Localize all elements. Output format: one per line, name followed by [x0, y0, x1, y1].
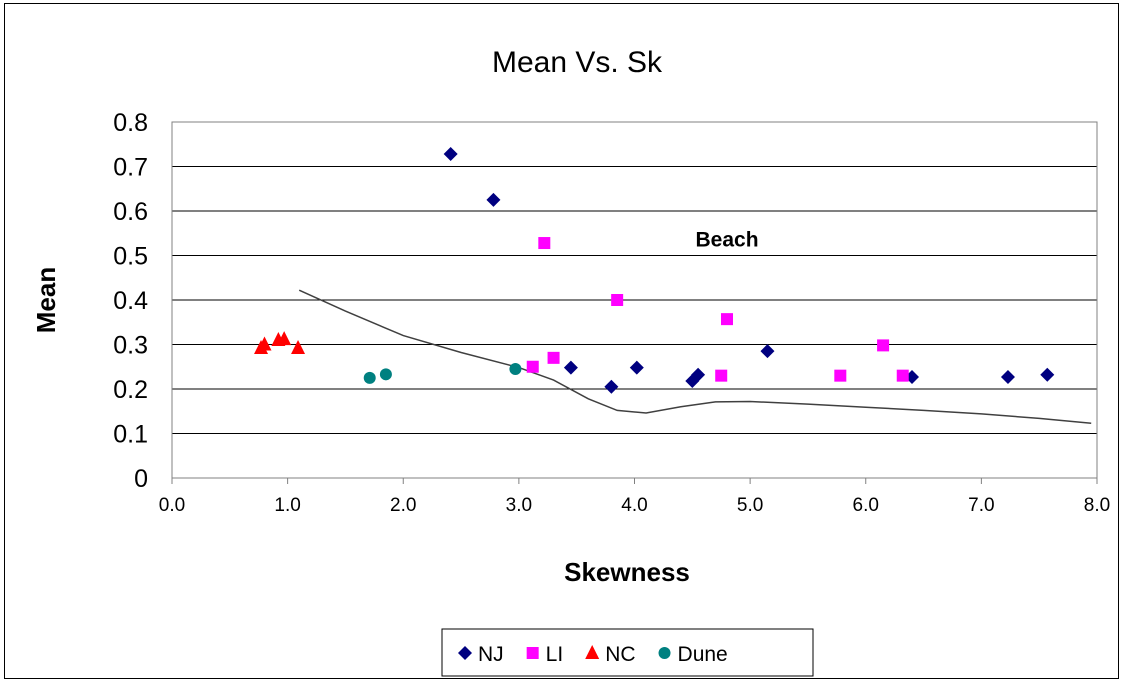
legend-marker-nj — [458, 646, 472, 660]
data-point-dune — [509, 362, 522, 375]
x-axis-ticks: 0.0 1.0 2.0 3.0 4.0 5.0 6.0 7.0 8.0 — [159, 478, 1110, 516]
data-point-nj — [629, 360, 644, 375]
y-axis-title: Mean — [31, 267, 61, 333]
x-axis-title: Skewness — [564, 557, 690, 587]
x-tick-label: 5.0 — [737, 495, 763, 516]
y-tick-label: 0.3 — [113, 332, 148, 360]
data-point-nj — [604, 379, 619, 394]
y-tick-label: 0.8 — [113, 109, 148, 137]
trend-line — [298, 289, 1092, 425]
data-point-nj — [443, 147, 458, 162]
data-point-nc — [257, 336, 272, 351]
data-point-nc — [291, 340, 306, 355]
y-axis-ticks: 0 0.1 0.2 0.3 0.4 0.5 0.6 0.7 0.8 — [113, 109, 148, 493]
y-tick-label: 0.4 — [113, 287, 148, 315]
x-tick-label: 1.0 — [274, 495, 300, 516]
legend-marker-li — [526, 647, 539, 659]
legend-label-nc: NC — [605, 643, 635, 666]
data-point-li — [547, 351, 560, 364]
x-tick-label: 6.0 — [853, 495, 879, 516]
legend-marker-dune — [658, 647, 671, 659]
chart-title: Mean Vs. Sk — [492, 46, 663, 79]
data-point-dune — [363, 371, 376, 384]
x-tick-label: 2.0 — [390, 495, 416, 516]
data-point-nj — [691, 367, 706, 382]
data-point-li — [877, 339, 890, 352]
legend-label-dune: Dune — [678, 643, 728, 666]
data-point-nj — [1040, 367, 1055, 382]
data-point-dune — [379, 368, 392, 381]
annotation-label: Beach — [695, 229, 758, 252]
x-tick-label: 8.0 — [1084, 495, 1110, 516]
legend-marker-nc — [585, 645, 600, 659]
data-point-li — [896, 369, 909, 382]
data-point-li — [721, 313, 733, 326]
data-point-li — [611, 294, 624, 306]
x-tick-label: 3.0 — [506, 495, 532, 516]
legend-box — [441, 628, 814, 677]
x-tick-label: 4.0 — [621, 495, 647, 516]
x-tick-label: 7.0 — [968, 495, 994, 516]
legend-label-nj: NJ — [478, 643, 504, 666]
y-tick-label: 0 — [134, 465, 148, 493]
y-tick-label: 0.5 — [113, 243, 148, 271]
data-point-nc — [277, 331, 292, 346]
scatter-chart: Mean Vs. Sk 0 0.1 0.2 0.3 0.4 0.5 0.6 0.7 0.8 0.… — [31, 46, 1110, 677]
x-tick-label: 0.0 — [159, 495, 185, 516]
chart-frame: Mean Vs. Sk 0 0.1 0.2 0.3 0.4 0.5 0.6 0.7 0.8 0.… — [4, 3, 1119, 679]
y-tick-label: 0.1 — [113, 421, 148, 449]
data-point-nj — [486, 192, 501, 207]
data-point-nj — [1000, 369, 1015, 384]
legend: NJ LI NC Dune — [441, 628, 814, 677]
legend-label-li: LI — [546, 643, 564, 666]
data-point-li — [715, 369, 728, 382]
y-tick-label: 0.2 — [113, 376, 148, 404]
data-point-li — [834, 369, 847, 382]
grid-lines — [172, 121, 1097, 434]
y-tick-label: 0.6 — [113, 198, 148, 226]
data-point-li — [538, 237, 551, 250]
data-point-nj — [563, 360, 578, 375]
y-tick-label: 0.7 — [113, 154, 148, 182]
data-markers — [254, 147, 1055, 394]
data-point-li — [526, 360, 539, 373]
data-point-nj — [760, 344, 775, 359]
